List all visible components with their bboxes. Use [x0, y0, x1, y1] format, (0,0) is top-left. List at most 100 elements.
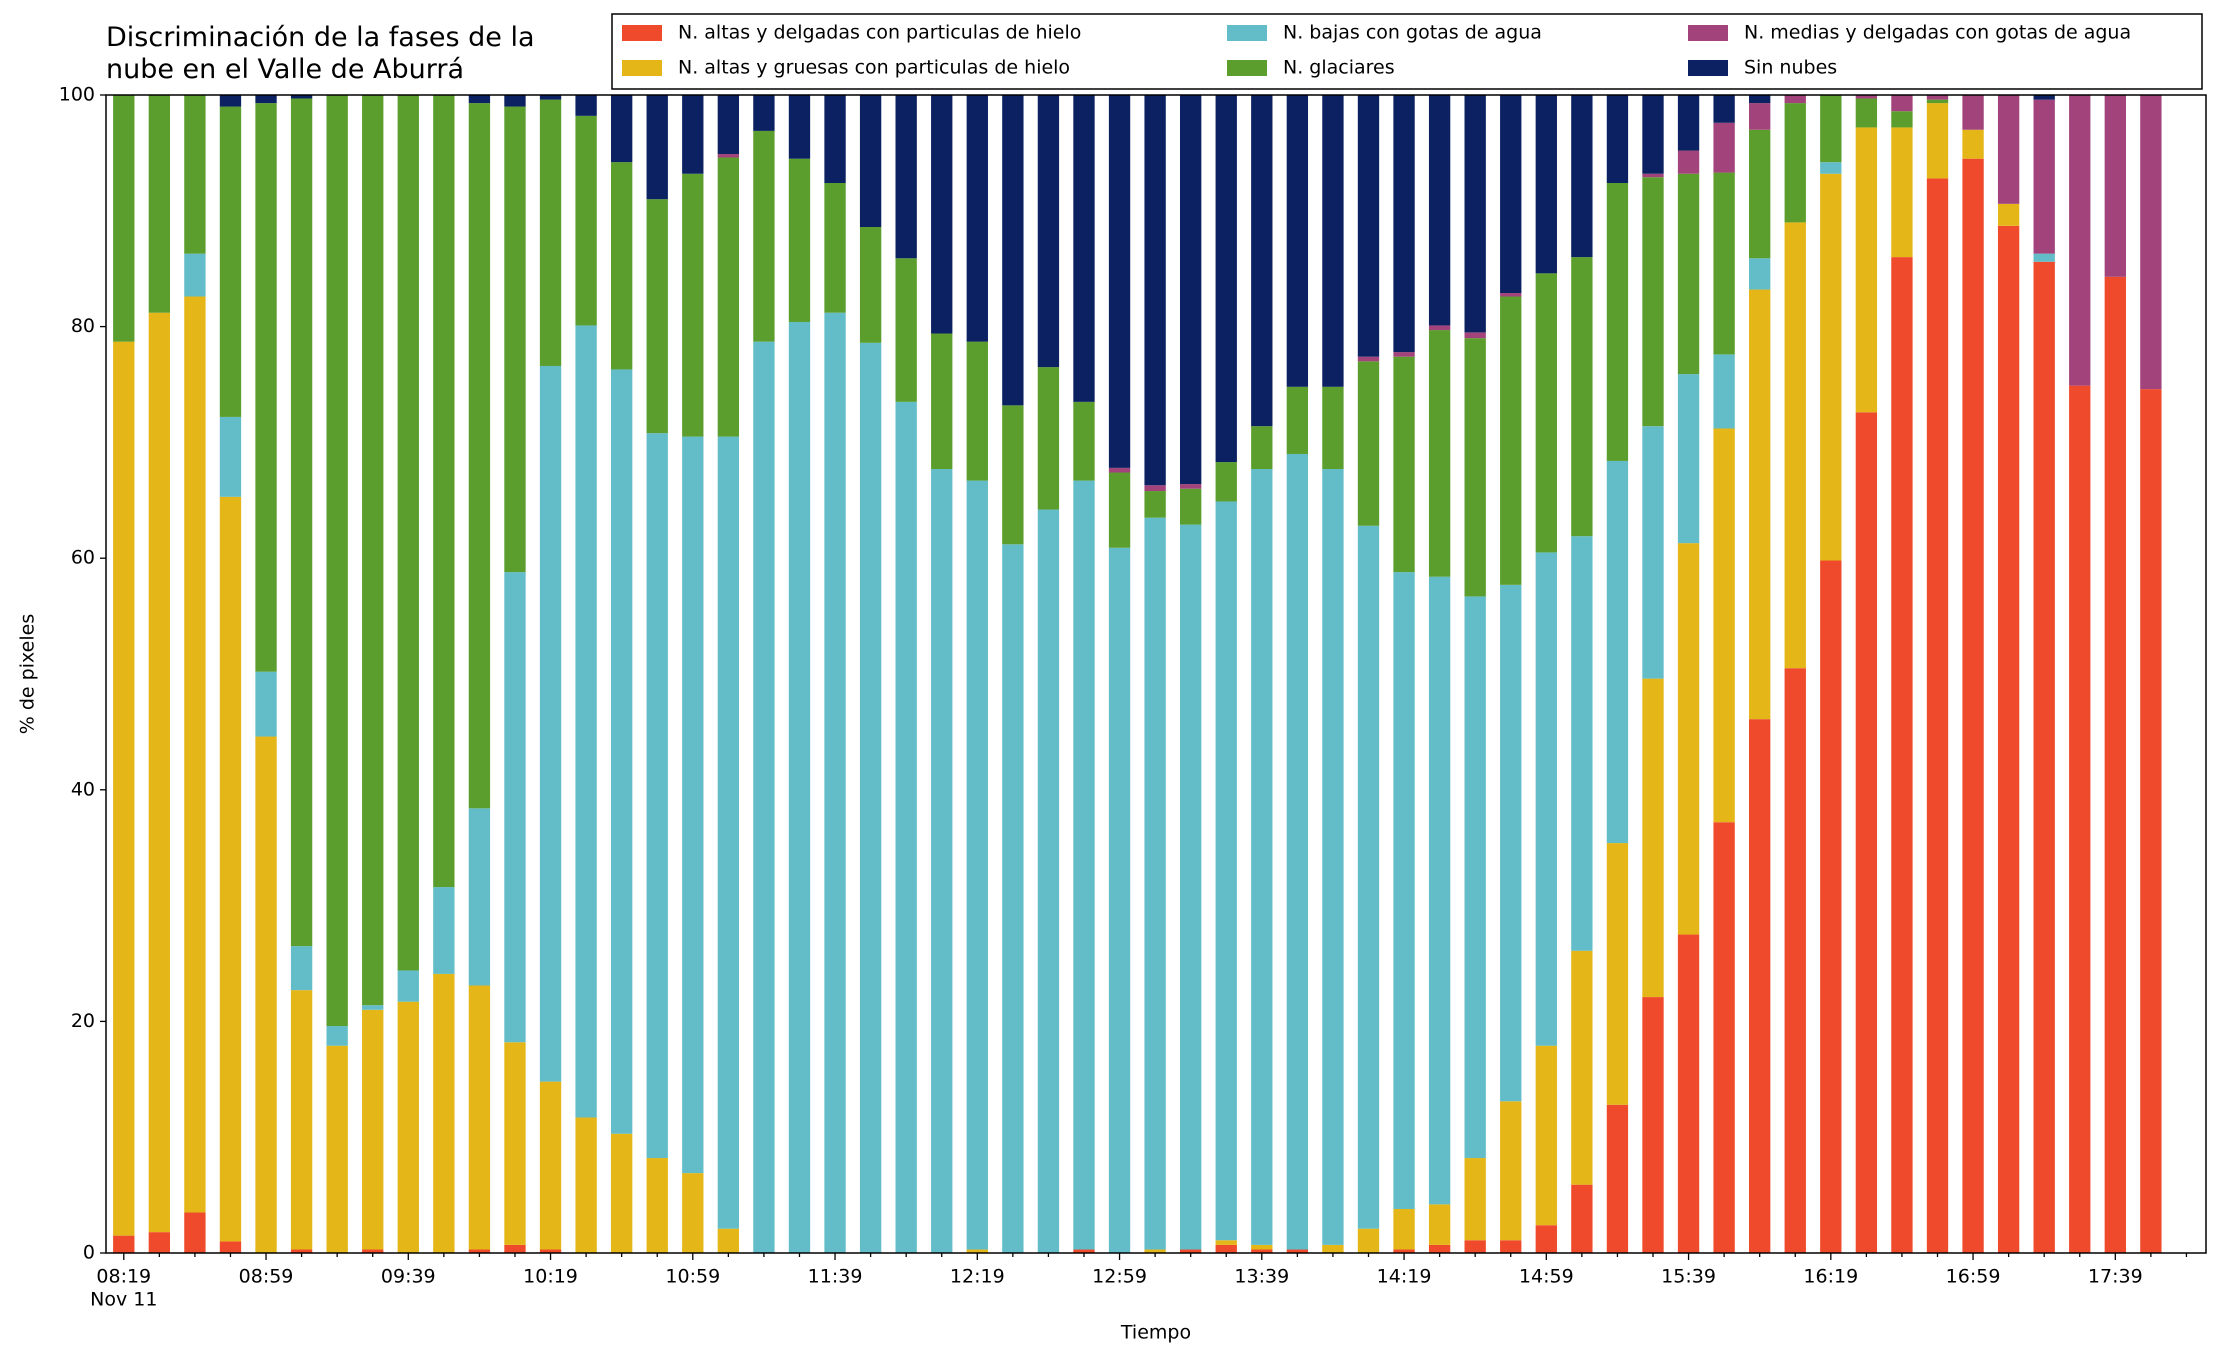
bar-segment — [397, 970, 419, 1002]
bar-segment — [1428, 1204, 1451, 1245]
x-tick-label: 17:39 — [2088, 1266, 2143, 1288]
bar-segment — [1357, 361, 1380, 526]
bar-segment — [148, 95, 171, 313]
chart-title: Discriminación de la fases de la nube en… — [106, 22, 535, 85]
bar-segment — [1535, 95, 1557, 274]
bar-segment — [1571, 536, 1593, 951]
bar-segment — [1393, 1208, 1415, 1250]
bar-segment — [1002, 544, 1024, 1253]
bar-segment — [1997, 95, 2020, 204]
bar-segment — [1535, 552, 1557, 1046]
bar-segment — [1642, 426, 1664, 679]
bar-segment — [646, 1158, 668, 1253]
bar-segment — [1606, 1104, 1629, 1253]
y-tick-label: 100 — [59, 84, 95, 106]
x-tick-label: 14:19 — [1377, 1266, 1432, 1288]
bar-segment — [290, 98, 313, 947]
bar-segment — [2069, 385, 2091, 1254]
bar-segment — [1251, 1249, 1273, 1253]
bar-segment — [1464, 1240, 1486, 1253]
x-tick-label: 10:59 — [665, 1266, 720, 1288]
bar-segment — [1713, 354, 1735, 429]
bar-segment — [1784, 668, 1806, 1253]
bar-segment — [219, 416, 242, 497]
bar-segment — [326, 1045, 348, 1253]
y-tick-label: 60 — [71, 547, 95, 569]
bar-segment — [362, 1009, 384, 1250]
bar-segment — [1535, 273, 1557, 553]
bar-segment — [966, 1249, 988, 1253]
bar-segment — [895, 401, 917, 1253]
bar-segment — [575, 1117, 597, 1253]
bar-segment — [824, 95, 846, 184]
bar-segment — [1997, 225, 2020, 1253]
bar-segment — [1962, 95, 1984, 130]
y-axis-label: % de pixeles — [17, 614, 39, 734]
bar-segment — [1002, 405, 1024, 545]
bar-segment — [1713, 428, 1735, 823]
bar-segment — [1357, 525, 1380, 1229]
bar-segment — [539, 99, 562, 366]
bar-segment — [1428, 576, 1451, 1205]
legend-swatch — [1688, 60, 1728, 76]
bar-segment — [1428, 325, 1451, 331]
bar-segment — [539, 1249, 562, 1253]
bar-segment — [1002, 95, 1024, 406]
y-tick-label: 80 — [71, 315, 95, 337]
legend-swatch — [622, 25, 662, 41]
bar-segment — [788, 158, 811, 322]
y-tick-label: 0 — [83, 1242, 95, 1264]
bar-segment — [1962, 158, 1984, 1254]
bar-segment — [575, 325, 597, 1118]
bar-segment — [290, 1249, 313, 1253]
bar-segment — [468, 808, 491, 986]
bar-segment — [1393, 356, 1415, 573]
bar-segment — [1642, 678, 1664, 998]
bar-segment — [717, 95, 740, 155]
bar-segment — [2033, 95, 2055, 100]
bar-segment — [2140, 389, 2162, 1254]
bar-segment — [504, 1042, 526, 1245]
bar-segment — [1037, 367, 1060, 510]
x-tick-label: 12:59 — [1092, 1266, 1147, 1288]
bar-segment — [1891, 95, 1913, 112]
bar-segment — [1500, 1240, 1522, 1253]
x-tick-label: 14:59 — [1519, 1266, 1574, 1288]
bar-segment — [504, 1244, 526, 1253]
bar-segment — [1108, 95, 1131, 468]
bar-segment — [646, 95, 668, 200]
x-tick-label: 12:19 — [950, 1266, 1005, 1288]
bar-segment — [1037, 509, 1060, 1254]
bar-segment — [326, 1026, 348, 1046]
bar-segment — [2033, 253, 2055, 262]
legend-label: N. medias y delgadas con gotas de agua — [1744, 22, 2131, 44]
bar-segment — [2069, 95, 2091, 386]
bar-segment — [504, 106, 526, 573]
bar-segment — [1713, 95, 1735, 123]
bar-segment — [1144, 491, 1166, 518]
bar-segment — [1108, 467, 1131, 473]
bar-segment — [1464, 596, 1486, 1159]
bar-segment — [1073, 401, 1095, 481]
bar-segment — [1749, 719, 1771, 1253]
bar-segment — [1357, 356, 1380, 362]
bar-segment — [113, 1235, 135, 1253]
bar-segment — [326, 95, 348, 1027]
bar-segment — [290, 946, 313, 991]
bar-segment — [1500, 293, 1522, 297]
bar-segment — [255, 736, 277, 1253]
bar-segment — [1749, 129, 1771, 259]
bar-segment — [468, 95, 491, 104]
legend-label: N. glaciares — [1283, 57, 1395, 79]
bar-segment — [1428, 1244, 1451, 1253]
bar-segment — [1144, 1249, 1166, 1253]
x-tick-label: 08:59 — [239, 1266, 294, 1288]
bar-segment — [859, 95, 882, 228]
bar-segment — [1855, 95, 1878, 99]
bar-segment — [1144, 517, 1166, 1250]
bar-segment — [1784, 95, 1806, 104]
bar-segment — [646, 199, 668, 434]
bar-segment — [1535, 1045, 1557, 1226]
bar-segment — [1108, 547, 1131, 1253]
